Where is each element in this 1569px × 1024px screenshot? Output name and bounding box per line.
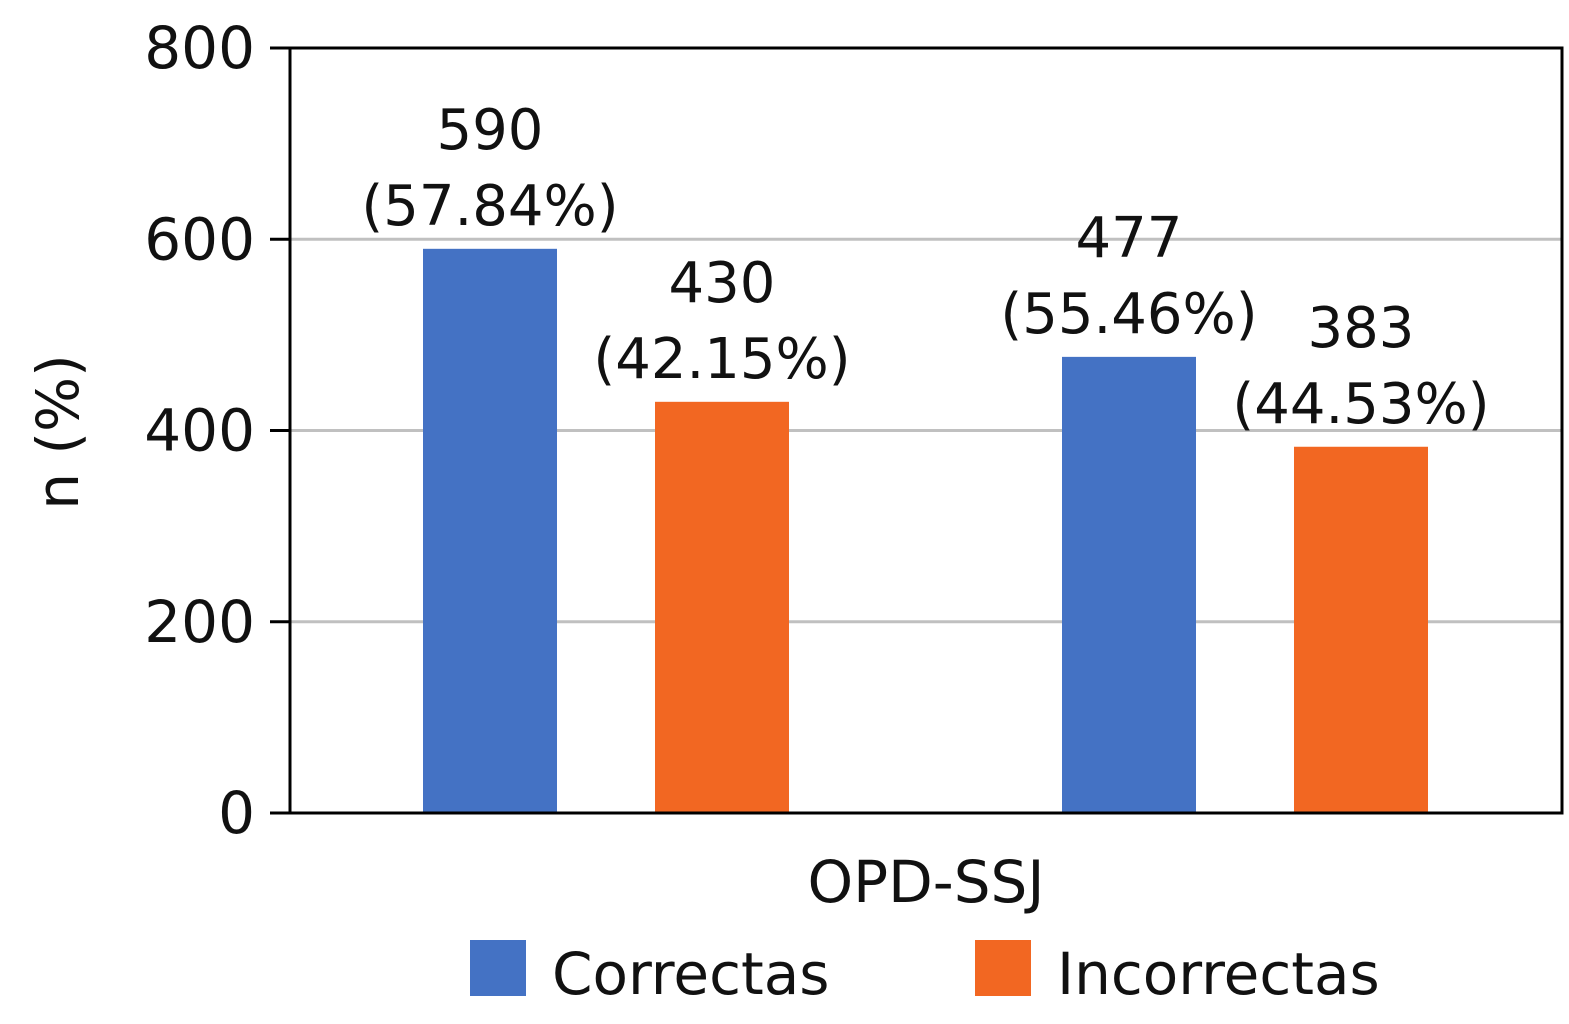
data-label-percent: (42.15%) (593, 327, 850, 392)
y-tick-label: 400 (144, 397, 255, 465)
bars (423, 248, 1428, 813)
legend-label-correctas: Correctas (552, 940, 829, 1008)
y-tick-labels: 0 200 400 600 800 (144, 14, 255, 847)
legend-swatch-incorrectas (975, 940, 1031, 996)
bar-correctas-2 (1062, 356, 1196, 813)
data-label-count: 590 (437, 98, 544, 163)
data-label-percent: (57.84%) (361, 174, 618, 239)
bar-incorrectas-2 (1294, 446, 1428, 813)
y-tick-label: 600 (144, 205, 255, 273)
legend: Correctas Incorrectas (470, 940, 1380, 1008)
y-axis-label: n (%) (24, 354, 92, 510)
data-labels: 590 (57.84%) 477 (55.46%) 430 (42.15%) 383 (44.… (361, 98, 1489, 437)
data-label-percent: (55.46%) (1000, 282, 1257, 347)
legend-label-incorrectas: Incorrectas (1057, 940, 1380, 1008)
bar-incorrectas-1 (655, 401, 789, 813)
plot-frame (288, 46, 1564, 815)
y-tick-label: 200 (144, 588, 255, 656)
axes (270, 46, 1564, 815)
bar-correctas-1 (423, 248, 557, 813)
data-label-percent: (44.53%) (1232, 372, 1489, 437)
data-label-count: 430 (669, 251, 776, 316)
y-tick-label: 800 (144, 14, 255, 82)
data-label-count: 383 (1308, 296, 1415, 361)
y-tick-label: 0 (218, 779, 255, 847)
x-axis-label: OPD-SSJ (808, 848, 1045, 916)
data-label-count: 477 (1076, 206, 1183, 271)
legend-swatch-correctas (470, 940, 526, 996)
